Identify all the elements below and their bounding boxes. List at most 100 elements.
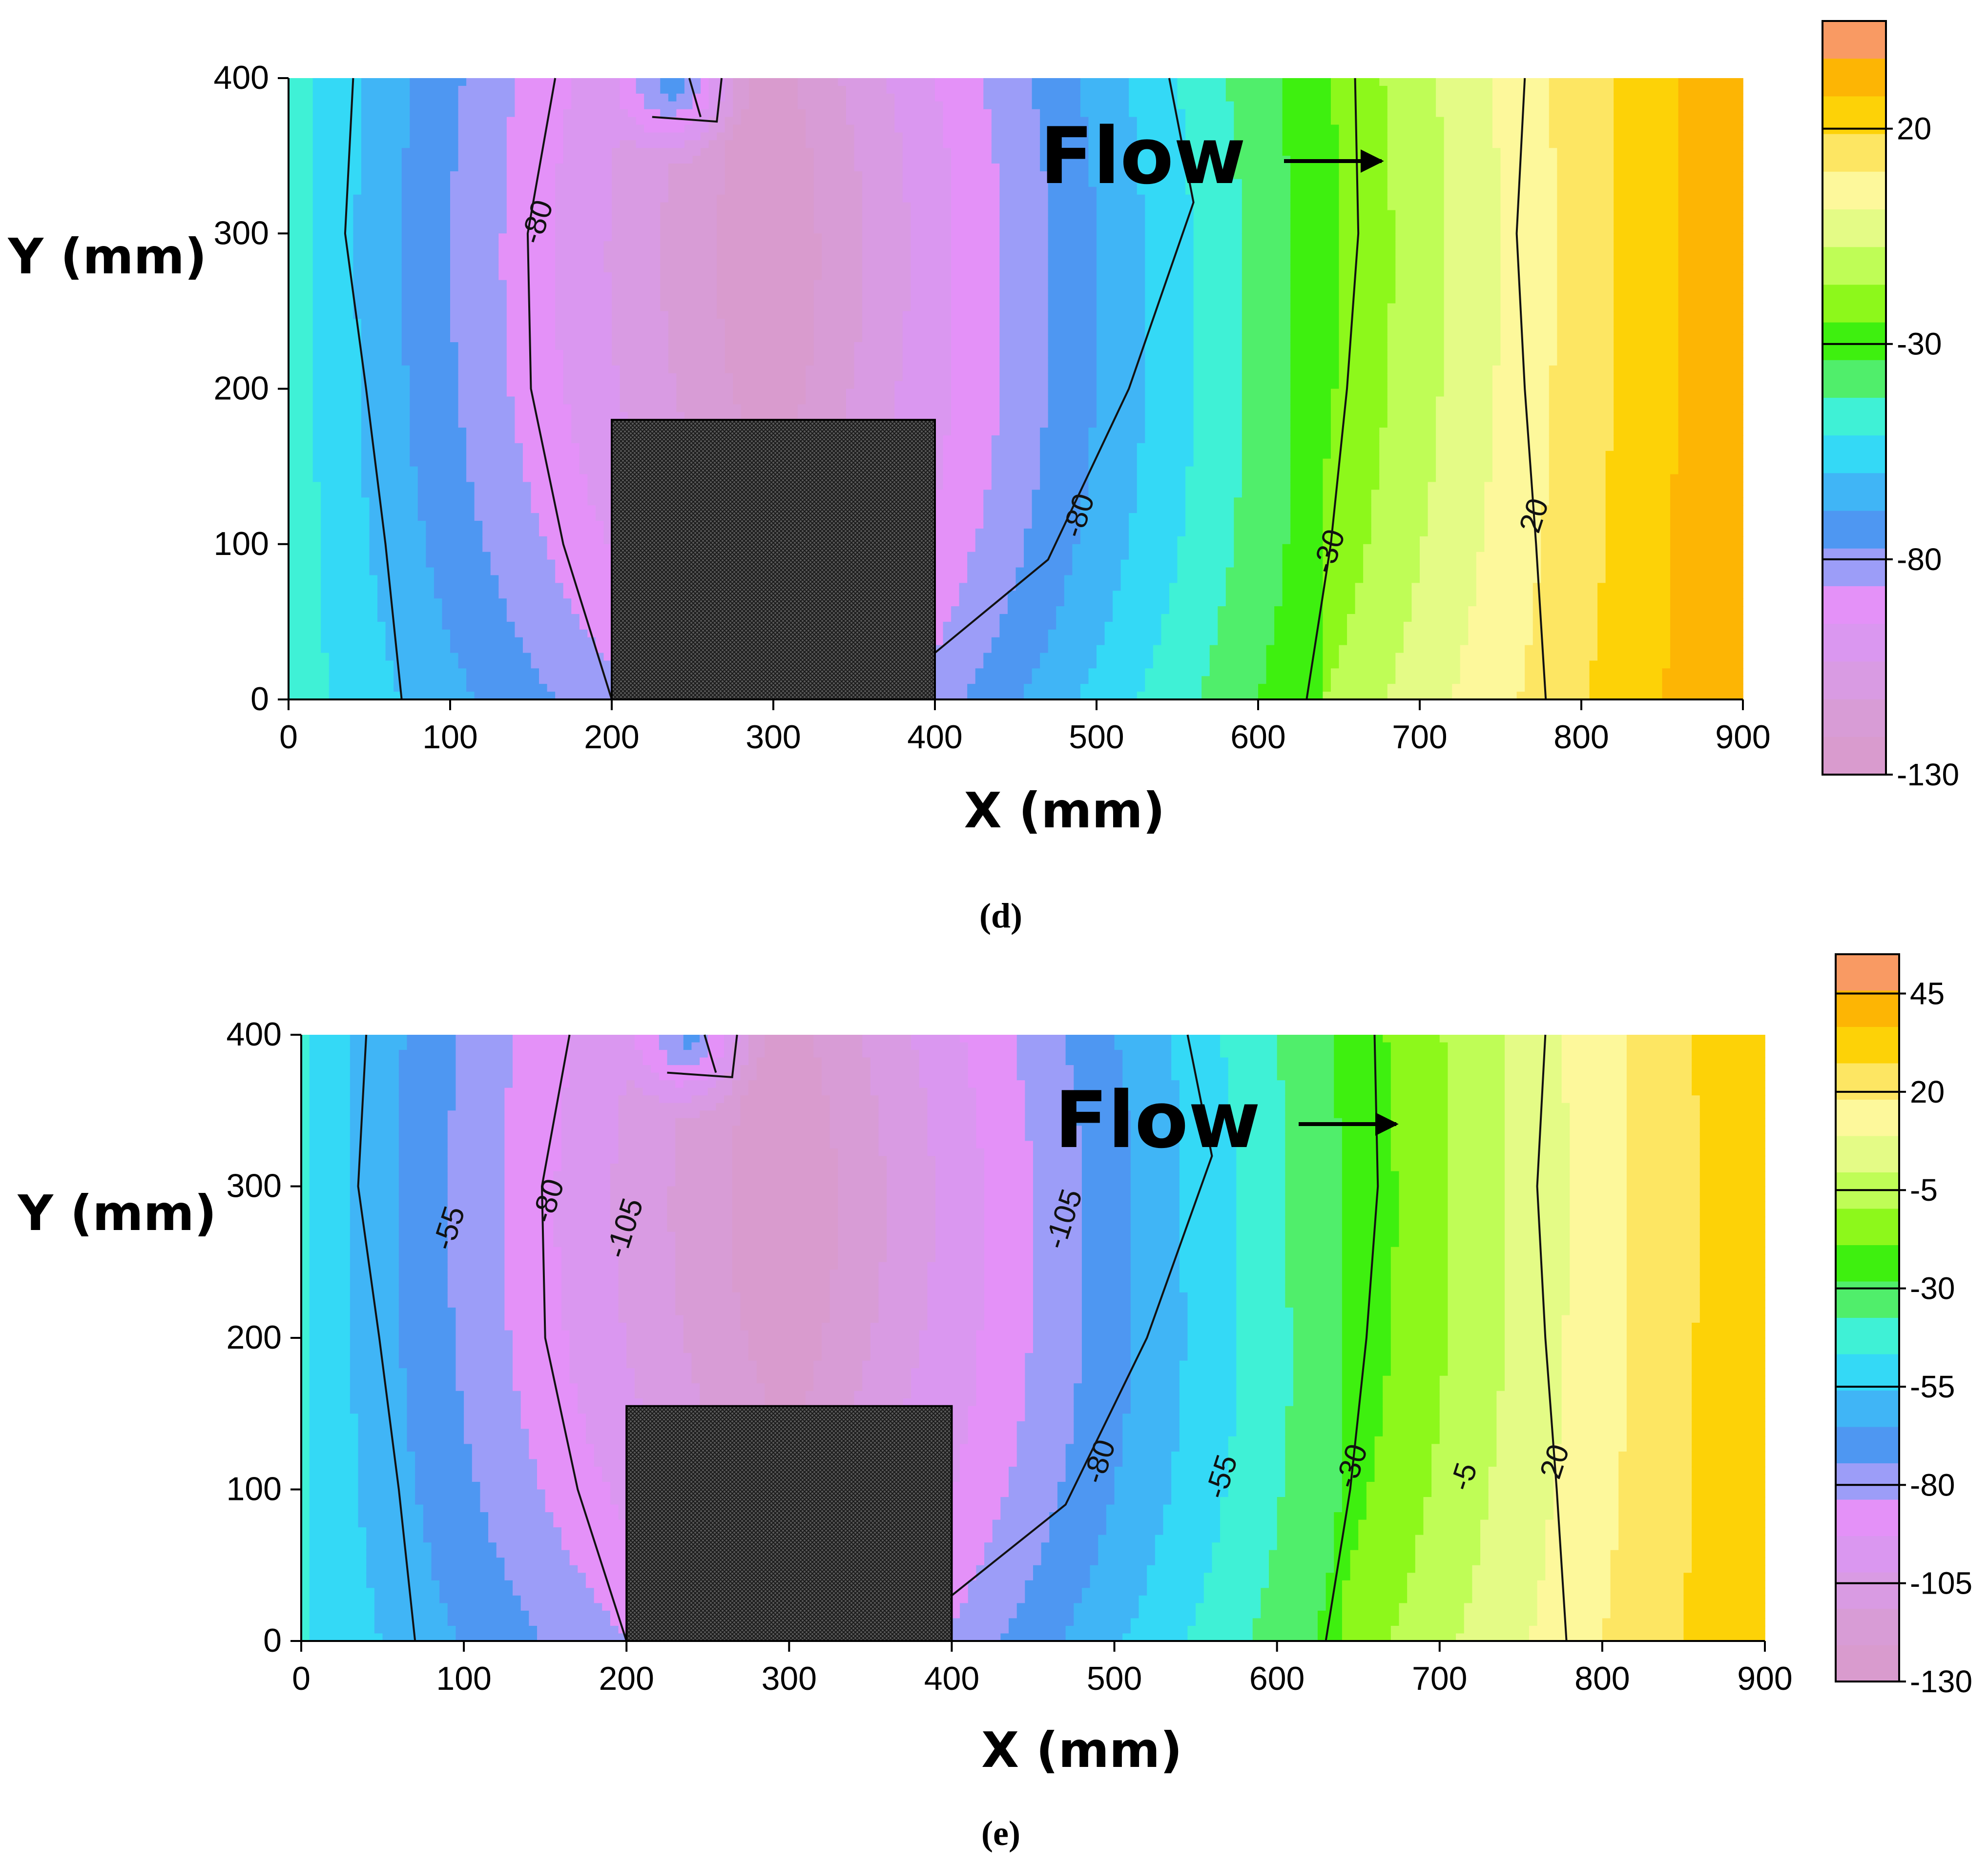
contour-cell	[426, 396, 435, 405]
contour-cell	[595, 567, 604, 576]
contour-cell	[393, 357, 402, 366]
contour-cell	[555, 412, 564, 420]
contour-cell	[781, 342, 790, 350]
contour-cell	[442, 598, 451, 607]
contour-cell	[571, 287, 580, 296]
contour-cell	[506, 365, 516, 374]
contour-cell	[442, 280, 451, 288]
contour-cell	[765, 319, 774, 327]
contour-cell	[676, 272, 685, 281]
contour-cell	[329, 443, 338, 451]
contour-cell	[563, 226, 572, 234]
contour-cell	[563, 342, 572, 350]
contour-cell	[410, 490, 418, 498]
contour-cell	[571, 676, 580, 684]
contour-cell	[571, 241, 580, 249]
contour-cell	[539, 389, 548, 397]
contour-cell	[515, 179, 523, 187]
contour-cell	[482, 598, 491, 607]
contour-cell	[442, 404, 451, 413]
contour-cell	[636, 319, 644, 327]
contour-cell	[296, 132, 305, 141]
contour-cell	[361, 249, 370, 257]
contour-cell	[506, 668, 516, 677]
contour-cell	[563, 629, 572, 638]
contour-cell	[555, 668, 564, 677]
contour-cell	[466, 264, 475, 273]
contour-cell	[579, 93, 588, 102]
contour-cell	[296, 78, 305, 86]
contour-cell	[312, 287, 321, 296]
contour-cell	[305, 218, 313, 226]
contour-cell	[490, 357, 499, 366]
contour-cell	[337, 311, 346, 320]
contour-cell	[789, 109, 798, 118]
contour-cell	[595, 233, 604, 242]
contour-cell	[531, 342, 539, 350]
contour-cell	[482, 186, 491, 195]
contour-cell	[684, 272, 693, 281]
contour-cell	[345, 342, 354, 350]
contour-cell	[321, 264, 330, 273]
contour-cell	[547, 428, 556, 436]
contour-cell	[571, 249, 580, 257]
contour-cell	[289, 132, 297, 141]
contour-cell	[498, 559, 507, 568]
contour-cell	[321, 342, 330, 350]
contour-cell	[498, 93, 507, 102]
contour-cell	[668, 202, 677, 211]
contour-cell	[571, 319, 580, 327]
contour-cell	[506, 164, 516, 172]
contour-cell	[765, 132, 774, 141]
contour-cell	[506, 621, 516, 630]
contour-cell	[442, 443, 451, 451]
contour-cell	[458, 93, 467, 102]
contour-cell	[482, 272, 491, 281]
contour-cell	[531, 303, 539, 312]
contour-cell	[353, 117, 362, 125]
contour-cell	[571, 559, 580, 568]
contour-cell	[555, 614, 564, 622]
contour-cell	[450, 637, 459, 646]
contour-cell	[652, 124, 661, 133]
contour-cell	[482, 156, 491, 164]
contour-cell	[515, 233, 523, 242]
contour-cell	[522, 466, 532, 475]
contour-cell	[385, 365, 394, 374]
contour-cell	[377, 202, 386, 211]
contour-cell	[506, 280, 516, 288]
contour-cell	[474, 528, 483, 537]
contour-cell	[620, 101, 628, 110]
contour-cell	[733, 109, 742, 118]
contour-cell	[636, 249, 644, 257]
contour-cell	[377, 621, 386, 630]
contour-cell	[620, 357, 628, 366]
contour-cell	[506, 653, 516, 661]
contour-cell	[547, 614, 556, 622]
contour-cell	[410, 233, 418, 242]
contour-cell	[733, 287, 742, 296]
contour-cell	[603, 202, 612, 211]
contour-cell	[741, 365, 750, 374]
contour-cell	[603, 186, 612, 195]
contour-cell	[417, 334, 427, 343]
contour-cell	[321, 389, 330, 397]
contour-cell	[579, 164, 588, 172]
contour-cell	[321, 668, 330, 677]
contour-cell	[458, 109, 467, 118]
contour-cell	[434, 606, 443, 615]
contour-cell	[417, 466, 427, 475]
contour-cell	[361, 194, 370, 203]
contour-cell	[393, 428, 402, 436]
contour-cell	[345, 365, 354, 374]
contour-cell	[587, 653, 596, 661]
contour-cell	[563, 109, 572, 118]
contour-cell	[305, 653, 313, 661]
contour-cell	[450, 140, 459, 149]
contour-cell	[426, 334, 435, 343]
contour-cell	[410, 466, 418, 475]
contour-cell	[345, 668, 354, 677]
contour-cell	[401, 396, 411, 405]
contour-cell	[329, 575, 338, 584]
